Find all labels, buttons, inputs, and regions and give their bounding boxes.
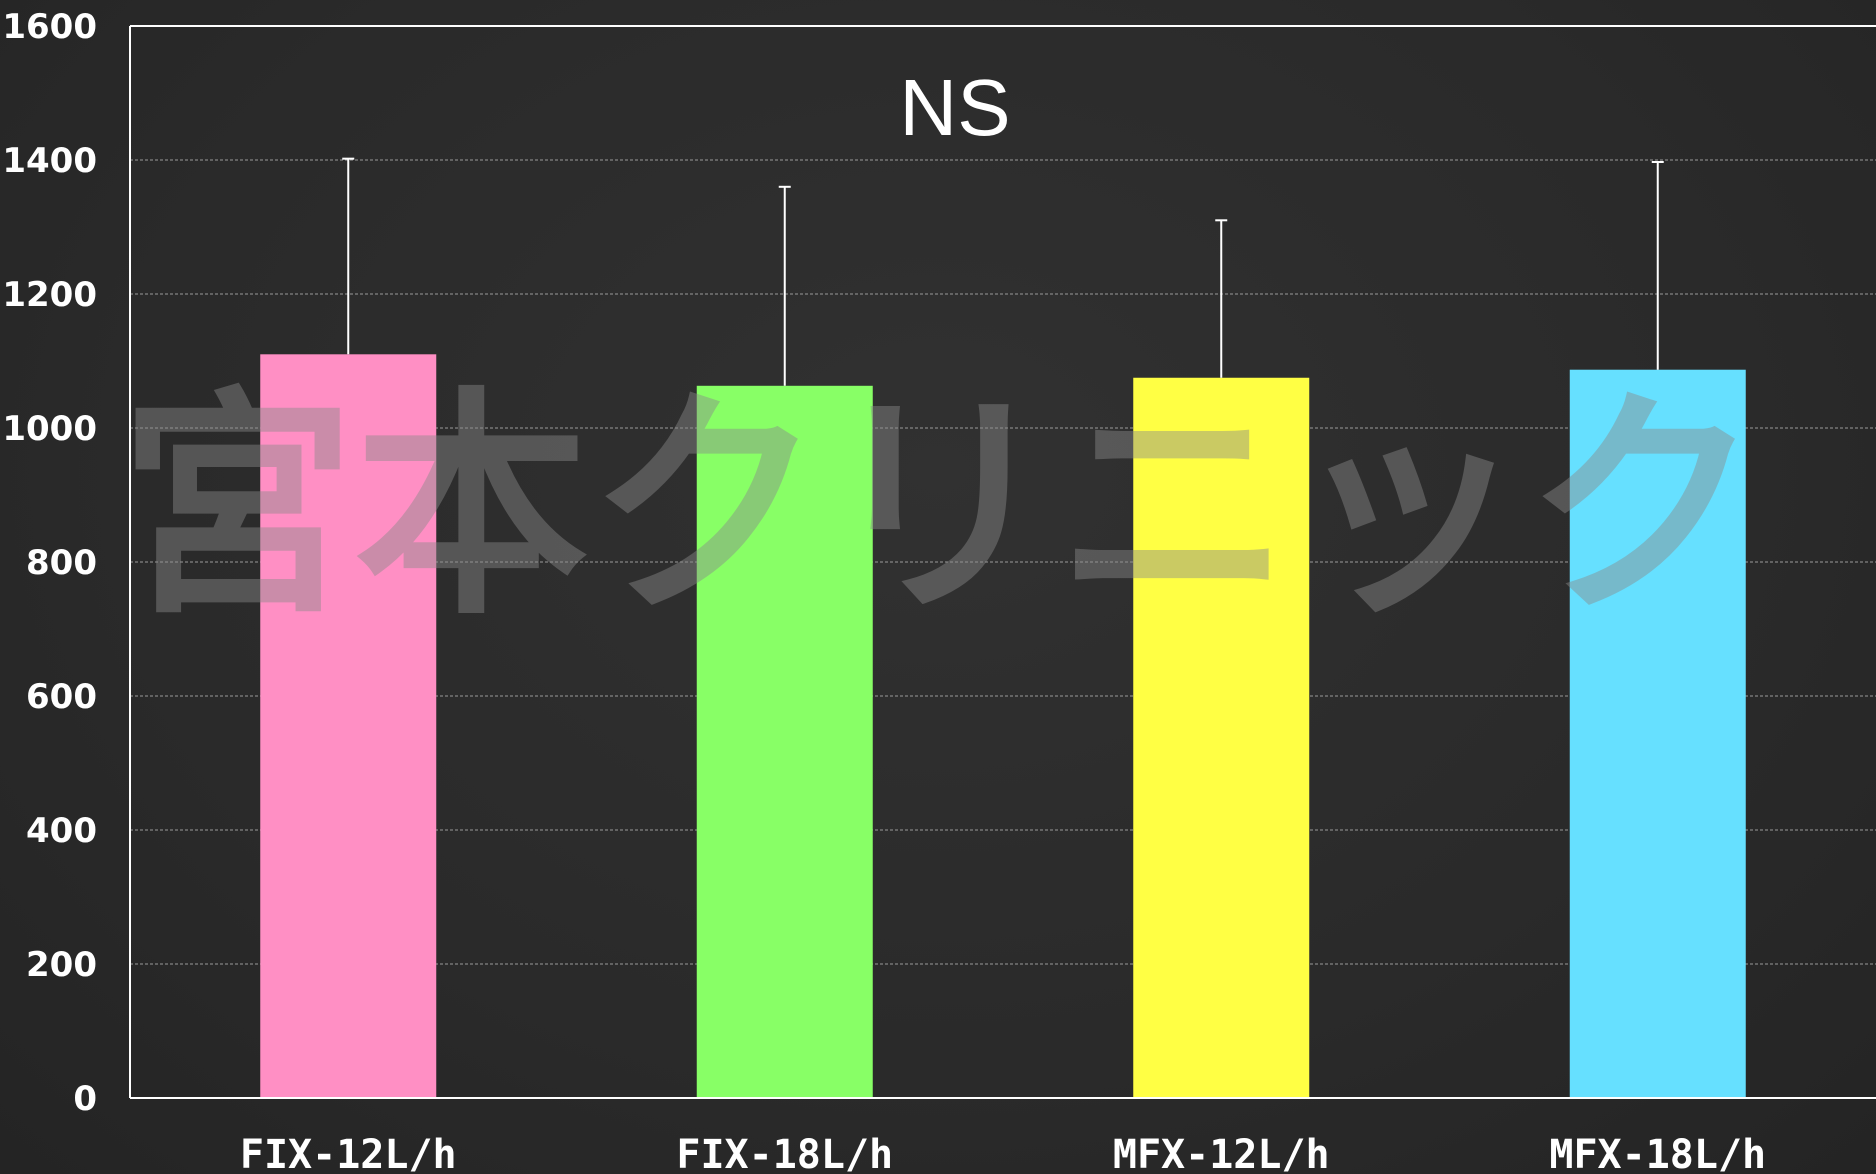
y-tick-label: 800 (26, 543, 97, 583)
x-tick-label: MFX-12L/h (1113, 1132, 1330, 1174)
bar (1569, 369, 1746, 1099)
y-tick-labels: 0 200 400 600 800 1000 1200 1400 1600 (2, 7, 97, 1119)
y-tick-label: 1200 (2, 275, 97, 315)
y-tick-label: 400 (26, 811, 97, 851)
bar (696, 385, 873, 1098)
watermark: 宮本クリニック (120, 365, 1760, 647)
y-tick-label: 0 (73, 1079, 97, 1119)
bar (1133, 377, 1310, 1098)
y-tick-label: 600 (26, 677, 97, 717)
x-tick-label: MFX-18L/h (1549, 1132, 1766, 1174)
y-tick-label: 1600 (2, 7, 97, 47)
axes (129, 25, 1876, 1099)
x-tick-label: FIX-12L/h (240, 1132, 457, 1174)
y-tick-label: 200 (26, 945, 97, 985)
y-tick-label: 1000 (2, 409, 97, 449)
bars (260, 354, 1746, 1099)
x-tick-label: FIX-18L/h (676, 1132, 893, 1174)
error-bars (342, 157, 1664, 386)
annotation-ns: NS (899, 63, 1010, 152)
x-tick-labels: FIX-12L/h FIX-18L/h MFX-12L/h MFX-18L/h (240, 1132, 1766, 1174)
bar (260, 354, 437, 1098)
y-tick-label: 1400 (2, 141, 97, 181)
